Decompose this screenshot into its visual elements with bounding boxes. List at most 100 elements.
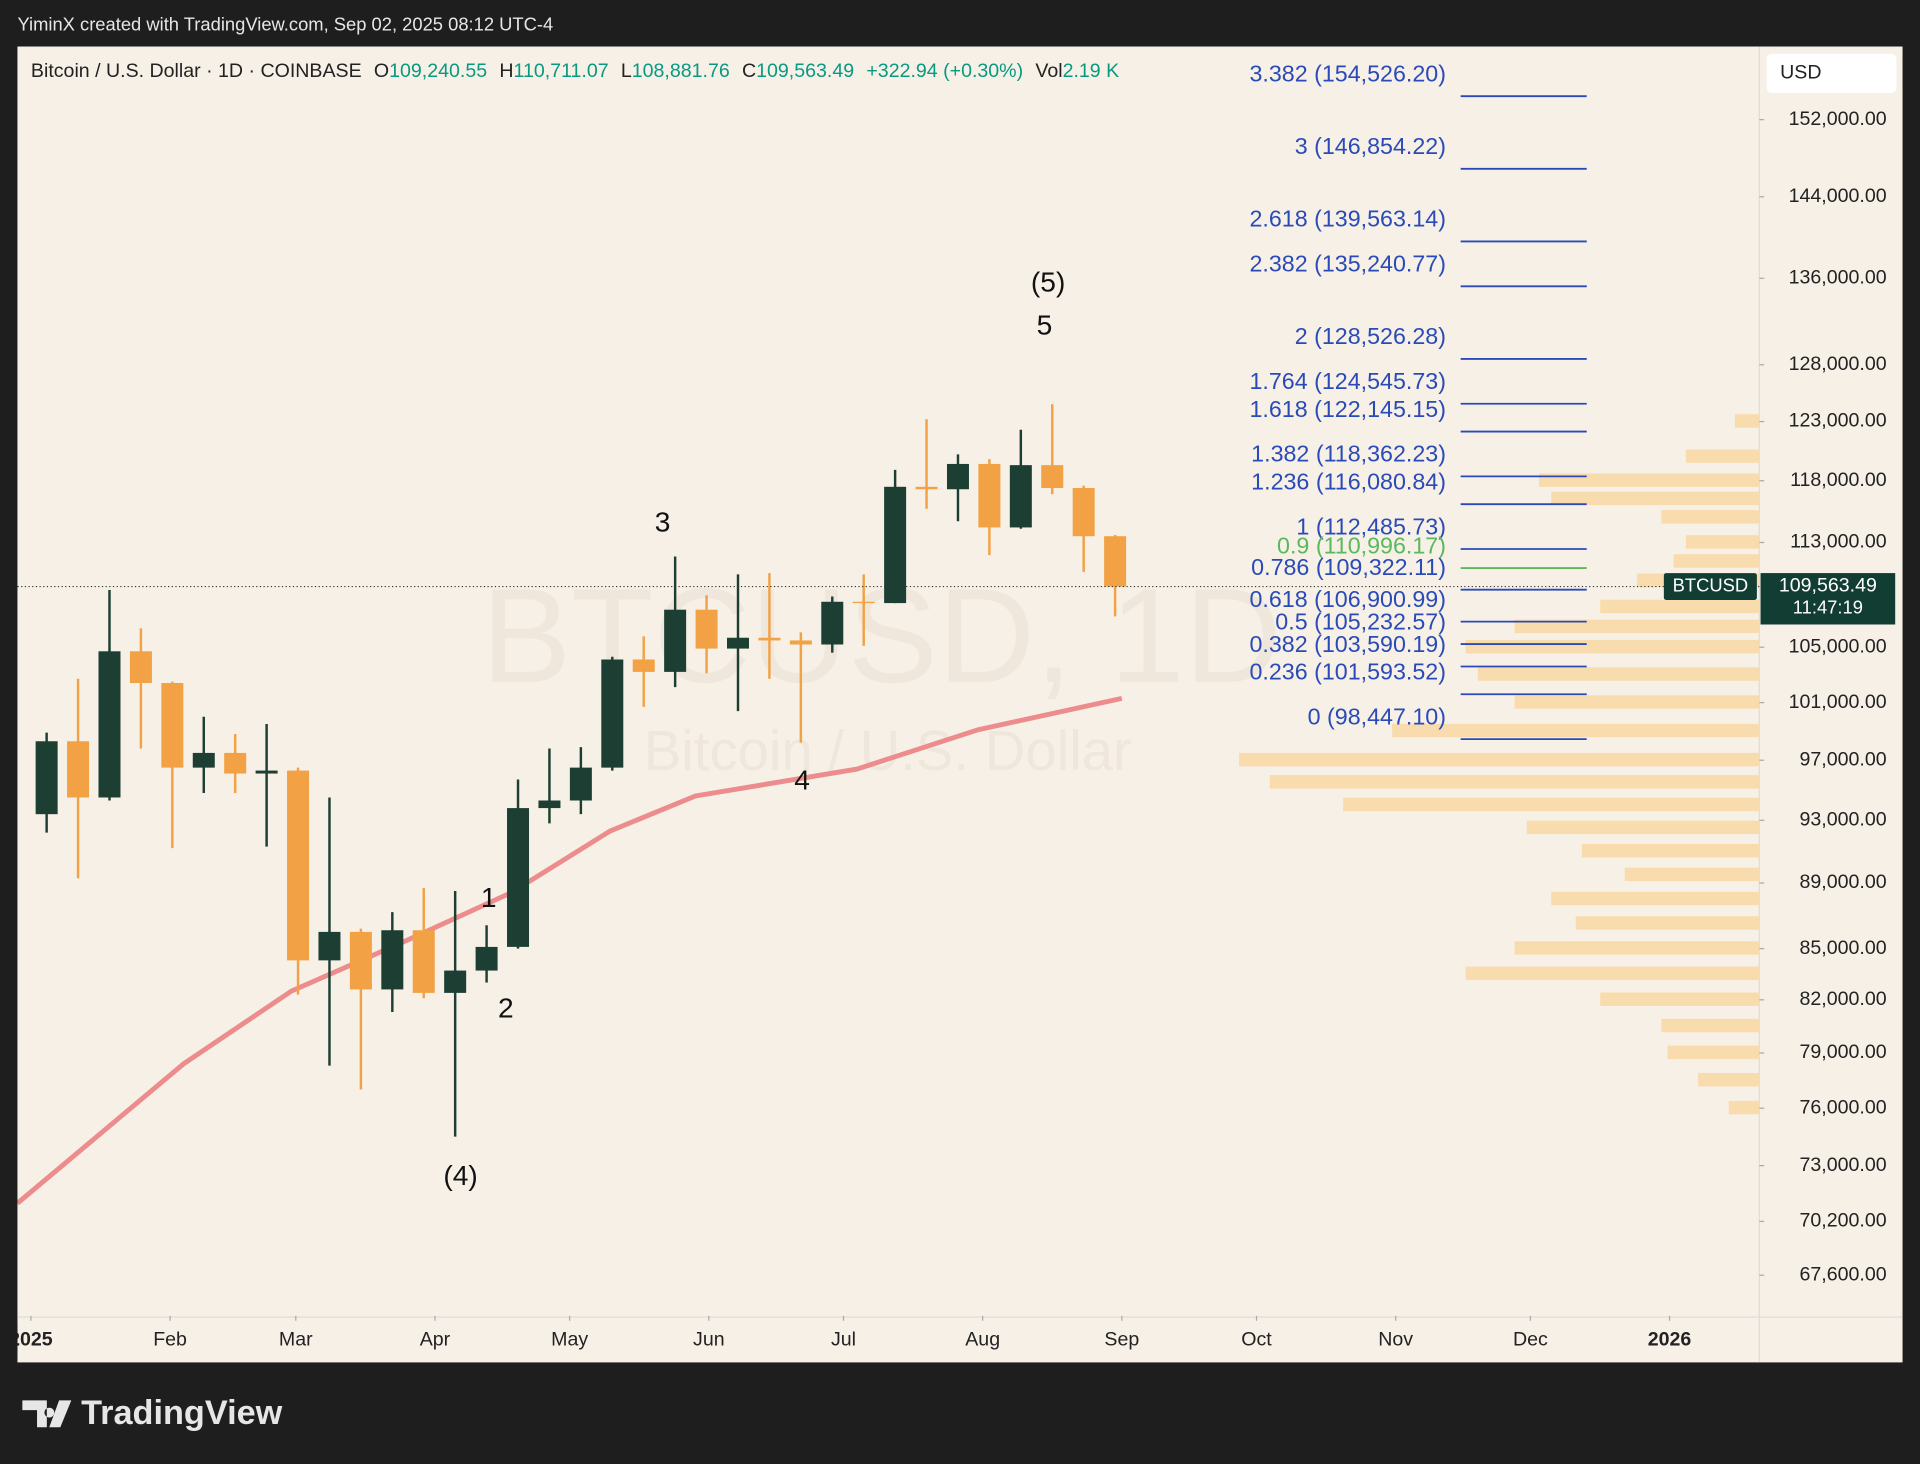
left-mask bbox=[0, 1322, 18, 1359]
legend-item: 108,881.76 bbox=[632, 60, 730, 82]
y-tick-label: 76,000.00 bbox=[1800, 1096, 1887, 1118]
currency-box bbox=[1766, 53, 1897, 94]
candle-body bbox=[98, 651, 121, 798]
fib-label: 0.9 (110,996.17) bbox=[1277, 532, 1446, 558]
fib-label: 0.382 (103,590.19) bbox=[1249, 631, 1446, 657]
candle-body bbox=[884, 486, 907, 604]
volume-profile-bar bbox=[1239, 752, 1760, 767]
candle-body bbox=[695, 609, 718, 649]
candle-body bbox=[664, 609, 687, 672]
volume-profile-bar bbox=[1661, 1018, 1760, 1033]
brand: TradingView bbox=[81, 1394, 283, 1432]
fib-label: 0.236 (101,593.52) bbox=[1249, 659, 1446, 685]
volume-profile-bar bbox=[1600, 599, 1760, 614]
legend-item: L bbox=[621, 60, 632, 82]
y-tick-label: 101,000.00 bbox=[1789, 691, 1887, 713]
legend-item: O bbox=[374, 60, 389, 82]
x-tick-label: Sep bbox=[1104, 1329, 1139, 1351]
wave-label: 5 bbox=[1037, 309, 1053, 340]
volume-profile-bar bbox=[1514, 941, 1760, 955]
fib-label: 1.764 (124,545.73) bbox=[1249, 368, 1446, 394]
candle-body bbox=[349, 931, 372, 990]
top-bar: YiminX created with TradingView.com, Sep… bbox=[17, 14, 553, 35]
candle-body bbox=[978, 463, 1001, 528]
fib-label: 2 (128,526.28) bbox=[1295, 323, 1446, 349]
candle-body bbox=[569, 767, 592, 801]
y-tick-label: 136,000.00 bbox=[1789, 266, 1887, 288]
price-tag: 109,563.49 bbox=[1779, 575, 1877, 597]
candle-body bbox=[915, 486, 938, 490]
candle-body bbox=[852, 601, 875, 604]
y-tick-label: 82,000.00 bbox=[1800, 988, 1887, 1010]
candle-body bbox=[444, 970, 467, 993]
fib-label: 1.382 (118,362.23) bbox=[1251, 441, 1446, 467]
candle-body bbox=[161, 682, 184, 768]
volume-profile-bar bbox=[1581, 843, 1760, 858]
countdown: 11:47:19 bbox=[1793, 596, 1863, 617]
candle-body bbox=[192, 752, 215, 768]
wave-label: 4 bbox=[794, 765, 810, 796]
x-tick-label: Apr bbox=[420, 1329, 451, 1351]
candle-body bbox=[632, 659, 655, 672]
fib-label: 0.786 (109,322.11) bbox=[1251, 554, 1446, 580]
volume-profile-bar bbox=[1685, 449, 1760, 463]
legend-item: 109,563.49 bbox=[756, 60, 854, 82]
x-tick-label: 2025 bbox=[9, 1329, 53, 1351]
candle-body bbox=[821, 601, 844, 645]
y-tick-label: 113,000.00 bbox=[1790, 531, 1887, 553]
legend-item: +322.94 (+0.30%) bbox=[866, 60, 1023, 82]
symbol-tag-bg bbox=[1663, 573, 1757, 601]
volume-profile-bar bbox=[1575, 916, 1760, 930]
x-tick-label: May bbox=[551, 1329, 588, 1351]
candle-body bbox=[35, 741, 58, 815]
y-tick-label: 85,000.00 bbox=[1800, 937, 1887, 959]
logo-icon bbox=[22, 1400, 72, 1428]
fib-label: 1 (112,485.73) bbox=[1296, 513, 1446, 539]
y-tick-label: 144,000.00 bbox=[1789, 185, 1887, 207]
volume-profile-bar bbox=[1685, 535, 1760, 549]
fib-label: 0.618 (106,900.99) bbox=[1249, 586, 1446, 612]
candle-body bbox=[1009, 465, 1032, 528]
volume-profile-bar bbox=[1698, 1072, 1760, 1087]
volume-profile-bar bbox=[1551, 491, 1760, 506]
legend-header: Bitcoin / U.S. Dollar · 1D · COINBASE O10… bbox=[31, 60, 1119, 82]
y-tick-label: 105,000.00 bbox=[1789, 635, 1887, 657]
x-tick-label: Oct bbox=[1241, 1329, 1272, 1351]
volume-profile-bar bbox=[1514, 619, 1760, 634]
watermark-subtitle: Bitcoin / U.S. Dollar bbox=[644, 719, 1132, 782]
y-tick-label: 128,000.00 bbox=[1789, 353, 1887, 375]
y-tick-label: 73,000.00 bbox=[1800, 1154, 1887, 1176]
volume-profile-bar bbox=[1661, 510, 1760, 524]
candle-body bbox=[538, 800, 561, 809]
x-tick-label: 2026 bbox=[1648, 1329, 1692, 1351]
x-tick-label: Dec bbox=[1513, 1329, 1548, 1351]
candle-body bbox=[318, 931, 341, 961]
volume-profile-bar bbox=[1673, 554, 1760, 568]
volume-profile-bar bbox=[1526, 820, 1760, 835]
wave-label: (5) bbox=[1031, 266, 1065, 297]
candle-body bbox=[758, 637, 781, 641]
volume-profile-bar bbox=[1514, 695, 1760, 709]
wave-label: 3 bbox=[655, 506, 671, 537]
symbol-tag: BTCUSD bbox=[1673, 574, 1748, 595]
y-tick-label: 152,000.00 bbox=[1789, 108, 1887, 130]
candle-body bbox=[946, 463, 969, 490]
candle-body bbox=[475, 946, 498, 971]
y-tick-label: 118,000.00 bbox=[1790, 469, 1887, 491]
candle-body bbox=[1104, 536, 1127, 587]
volume-profile-bar bbox=[1728, 1100, 1760, 1115]
volume-profile-bar bbox=[1538, 473, 1760, 487]
fib-label: 0 (98,447.10) bbox=[1308, 703, 1446, 729]
legend-item: C bbox=[742, 60, 756, 82]
x-tick-label: Nov bbox=[1378, 1329, 1413, 1351]
candle-body bbox=[789, 640, 812, 645]
candle-body bbox=[255, 770, 278, 774]
volume-profile-bar bbox=[1269, 775, 1760, 789]
candle-body bbox=[67, 741, 90, 798]
legend-item: 2.19 K bbox=[1063, 60, 1120, 82]
fib-label: 3.382 (154,526.20) bbox=[1249, 60, 1446, 86]
wave-label: (4) bbox=[443, 1160, 477, 1191]
y-tick-label: 97,000.00 bbox=[1800, 748, 1887, 770]
x-tick-label: Aug bbox=[965, 1329, 1000, 1351]
